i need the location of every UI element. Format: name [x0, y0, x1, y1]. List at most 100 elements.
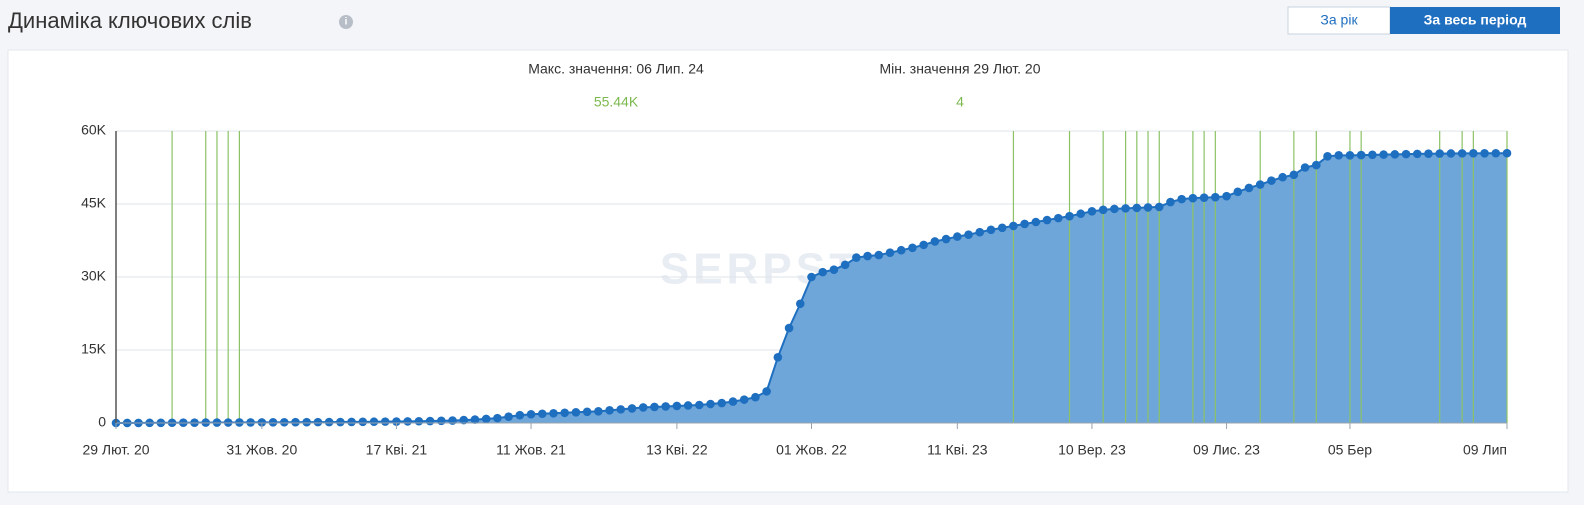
point [1424, 149, 1433, 159]
point [1368, 150, 1377, 160]
point [1222, 191, 1231, 201]
x-tick-label: 13 Квi. 22 [646, 442, 708, 458]
point [291, 417, 300, 427]
point [1042, 215, 1052, 225]
point [481, 414, 491, 424]
x-tick-label: 11 Квi. 23 [927, 442, 988, 458]
x-tick-label: 10 Вер. 23 [1058, 442, 1126, 458]
point [1199, 193, 1209, 202]
min-value: 4 [956, 94, 964, 110]
min-annotation: Мін. значення 29 Лют. 20 [880, 61, 1041, 77]
x-tick-label: 01 Жов. 22 [776, 442, 847, 458]
point [1110, 204, 1119, 214]
point [582, 407, 592, 417]
point [616, 405, 626, 414]
point [1031, 217, 1041, 227]
button-all[interactable] [1390, 7, 1560, 34]
point [896, 245, 906, 255]
point [1065, 211, 1074, 221]
point [739, 395, 749, 404]
point [369, 417, 379, 427]
x-tick-label: 11 Жов. 21 [496, 442, 566, 458]
point [1211, 192, 1220, 202]
point [504, 412, 513, 421]
point [1143, 203, 1153, 212]
point [380, 417, 390, 426]
point [302, 417, 312, 427]
point [1469, 149, 1478, 158]
point [594, 407, 603, 416]
point [268, 418, 278, 427]
point [863, 251, 872, 261]
point [807, 272, 816, 282]
point [549, 408, 558, 418]
point [661, 402, 670, 411]
x-tick-label: 09 Лис. 23 [1193, 442, 1260, 458]
point [414, 416, 424, 426]
button-year-label[interactable]: За рік [1320, 12, 1358, 28]
point [448, 416, 457, 425]
x-tick-label: 31 Жов. 20 [226, 442, 297, 458]
button-all-label[interactable]: За весь період [1424, 12, 1527, 28]
point [964, 230, 973, 239]
y-tick-label: 15K [81, 341, 107, 357]
point [1166, 197, 1175, 207]
point [425, 416, 435, 426]
point [1502, 148, 1512, 158]
point [1356, 150, 1366, 160]
x-tick-label: 09 Лип [1463, 442, 1507, 458]
point [560, 408, 570, 418]
point [470, 415, 480, 424]
point [953, 232, 962, 241]
point [1480, 148, 1489, 158]
point [908, 243, 917, 253]
x-tick-label: 29 Лют. 20 [82, 442, 149, 458]
point [1278, 172, 1287, 182]
point [347, 417, 356, 427]
info-icon[interactable] [339, 15, 353, 29]
point [941, 234, 951, 244]
point [695, 400, 704, 410]
point [257, 418, 267, 427]
point [537, 409, 547, 419]
point [324, 417, 334, 427]
point [930, 237, 940, 246]
point [672, 401, 682, 411]
y-tick-label: 60K [81, 122, 107, 138]
point [1379, 150, 1388, 159]
point [975, 227, 985, 237]
widget-title: Динаміка ключових слів [8, 8, 252, 33]
point [1323, 152, 1332, 161]
point [1132, 203, 1142, 213]
point [1334, 151, 1344, 160]
point [784, 323, 794, 333]
point [437, 416, 446, 426]
y-tick-label: 0 [98, 414, 106, 430]
point [717, 398, 727, 408]
point [919, 240, 928, 250]
point [1076, 209, 1086, 219]
point [1053, 213, 1063, 223]
point [1457, 149, 1467, 158]
point [1020, 219, 1029, 229]
x-tick-label: 17 Квi. 21 [366, 442, 428, 458]
point [1233, 187, 1243, 197]
max-value: 55.44K [594, 94, 639, 110]
point [279, 417, 289, 427]
point [493, 413, 502, 423]
point [840, 260, 850, 270]
x-tick-label: 05 Бер [1328, 442, 1372, 458]
point [1267, 176, 1276, 185]
point [1154, 202, 1164, 212]
point [728, 397, 738, 406]
point [1311, 160, 1321, 170]
point [1412, 149, 1422, 159]
point [1087, 207, 1097, 216]
point [1098, 205, 1108, 215]
point [605, 406, 614, 415]
y-tick-label: 30K [81, 268, 107, 284]
point [683, 401, 693, 410]
point [829, 265, 839, 275]
